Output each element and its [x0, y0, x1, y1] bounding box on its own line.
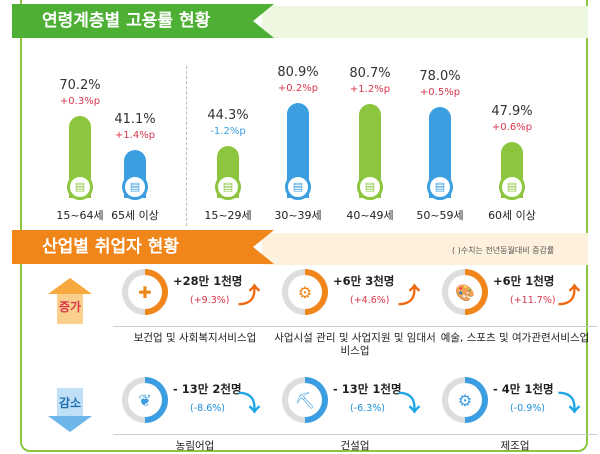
employment-rate-value: 78.0% — [419, 68, 461, 84]
section2-title: 산업별 취업자 현황 — [12, 230, 274, 264]
increase-label: 증가 — [58, 300, 82, 314]
employment-change-amount: - 13만 1천명 — [333, 382, 402, 396]
document-search-icon: ▤ — [499, 174, 525, 200]
decrease-label: 감소 — [58, 396, 82, 410]
employment-rate-value: 47.9% — [491, 103, 533, 119]
industry-name: 사업시설 관리 및 사업지원 및 임대서비스업 — [273, 326, 437, 358]
industry-ring: ⛏ — [282, 377, 328, 423]
document-search-icon: ▤ — [357, 174, 383, 200]
industry-name: 건설업 — [273, 434, 437, 453]
employment-change-percent: (+4.6%) — [350, 295, 390, 306]
document-search-icon: ▤ — [285, 174, 311, 200]
age-group-divider — [186, 66, 187, 226]
content-frame — [20, 0, 588, 452]
industry-name: 예술, 스포츠 및 여가관련서비스업 — [433, 326, 597, 345]
document-search-icon: ▤ — [215, 174, 241, 200]
employment-rate-change: -1.2%p — [210, 126, 246, 138]
section2-note: ( )수치는 전년동월대비 증감률 — [452, 246, 555, 255]
employment-rate-value: 80.7% — [349, 65, 391, 81]
trend-down-arrow-icon: ⤵ — [398, 392, 421, 417]
employment-rate-value: 44.3% — [207, 108, 249, 124]
trend-up-arrow-icon: ⤴ — [558, 284, 581, 309]
employment-rate-change: +0.5%p — [419, 86, 461, 98]
age-group-label: 40~49세 — [346, 209, 394, 222]
industry-name: 제조업 — [433, 434, 597, 453]
employment-rate-change: +0.2%p — [277, 83, 319, 95]
employment-change-percent: (+11.7%) — [510, 295, 556, 306]
employment-rate-value: 70.2% — [59, 77, 101, 93]
increase-arrow: 증가 — [48, 278, 92, 324]
trend-down-arrow-icon: ⤵ — [558, 392, 581, 417]
decrease-arrow: 감소 — [48, 388, 92, 434]
business-support-icon: ⚙ — [288, 275, 322, 309]
employment-rate-change: +0.3%p — [59, 95, 101, 107]
document-search-icon: ▤ — [67, 174, 93, 200]
industry-ring: ⚙ — [282, 269, 328, 315]
industry-name: 보건업 및 사회복지서비스업 — [113, 326, 277, 345]
employment-rate-change: +1.2%p — [349, 83, 391, 95]
gears-icon: ⚙ — [448, 383, 482, 417]
section1-header-strip — [262, 6, 588, 38]
employment-rate-change: +1.4%p — [114, 129, 156, 141]
age-group-label: 30~39세 — [274, 209, 322, 222]
employment-rate-change: +0.6%p — [491, 121, 533, 133]
employment-change-amount: - 13만 2천명 — [173, 382, 242, 396]
first-aid-kit-icon: ✚ — [128, 275, 162, 309]
employment-rate-value: 41.1% — [114, 111, 156, 127]
age-group-label: 15~64세 — [56, 209, 104, 222]
employment-change-amount: +6만 1천명 — [493, 274, 555, 288]
employment-change-percent: (-6.3%) — [350, 403, 385, 414]
trend-up-arrow-icon: ⤴ — [238, 284, 261, 309]
industry-ring: ❦ — [122, 377, 168, 423]
age-group-label: 60세 이상 — [488, 209, 536, 222]
age-group-label: 50~59세 — [416, 209, 464, 222]
industry-ring: ⚙ — [442, 377, 488, 423]
art-palette-icon: 🎨 — [448, 275, 482, 309]
employment-change-amount: +6만 3천명 — [333, 274, 395, 288]
employment-change-amount: +28만 1천명 — [173, 274, 243, 288]
employment-change-percent: (-0.9%) — [510, 403, 545, 414]
document-search-icon: ▤ — [427, 174, 453, 200]
age-group-label: 15~29세 — [204, 209, 252, 222]
section2-header-strip — [262, 233, 588, 265]
employment-change-amount: - 4만 1천명 — [493, 382, 554, 396]
excavator-icon: ⛏ — [288, 383, 322, 417]
document-search-icon: ▤ — [122, 174, 148, 200]
employment-change-percent: (-8.6%) — [190, 403, 225, 414]
section1-title: 연령계층별 고용률 현황 — [12, 4, 274, 38]
employment-rate-value: 80.9% — [277, 65, 319, 81]
employment-change-percent: (+9.3%) — [190, 295, 230, 306]
trend-up-arrow-icon: ⤴ — [398, 284, 421, 309]
age-group-label: 65세 이상 — [111, 209, 159, 222]
industry-name: 농림어업 — [113, 434, 277, 453]
wheat-icon: ❦ — [128, 383, 162, 417]
industry-ring: 🎨 — [442, 269, 488, 315]
industry-ring: ✚ — [122, 269, 168, 315]
trend-down-arrow-icon: ⤵ — [238, 392, 261, 417]
